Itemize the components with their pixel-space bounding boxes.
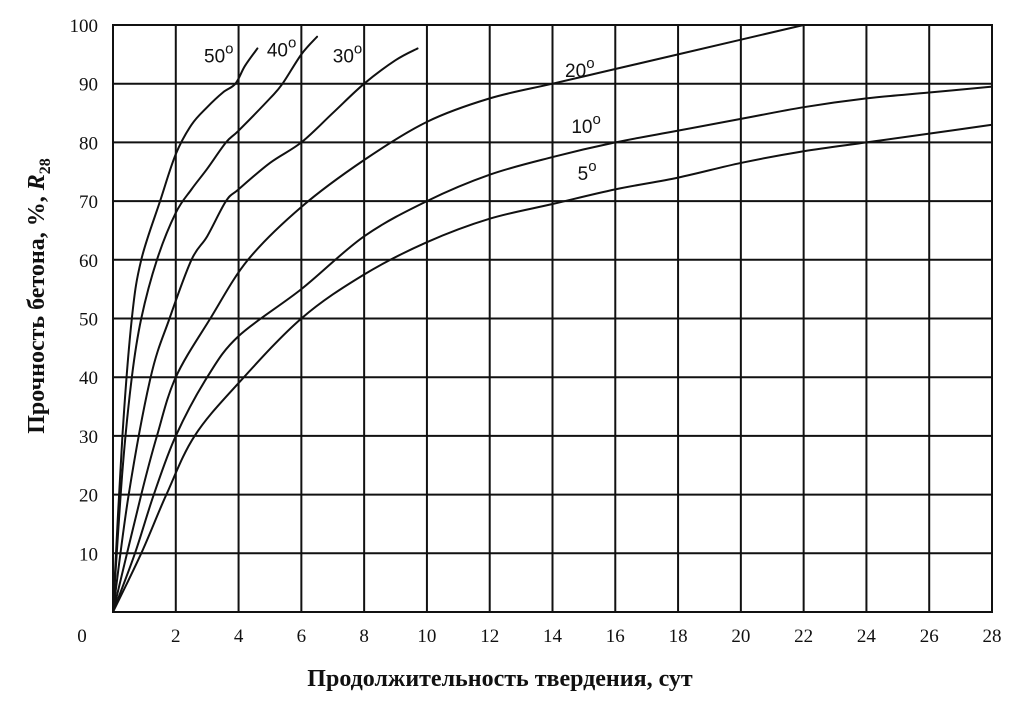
series-label-value: 5 bbox=[578, 164, 589, 185]
y-axis-title-symbol: R bbox=[24, 174, 50, 191]
y-tick-label: 50 bbox=[79, 310, 98, 331]
x-tick-label: 4 bbox=[234, 626, 244, 647]
degree-icon: o bbox=[592, 111, 600, 128]
curve-30-deg bbox=[112, 47, 419, 613]
x-tick-label: 16 bbox=[606, 626, 625, 647]
y-tick-label: 30 bbox=[79, 427, 98, 448]
series-label-value: 50 bbox=[204, 46, 225, 67]
y-axis-title-subscript: 28 bbox=[37, 158, 54, 174]
series-label-20-deg: 20o bbox=[565, 55, 594, 82]
y-axis-ticks: 10 20 30 40 50 60 70 80 90 100 bbox=[70, 16, 99, 565]
degree-icon: o bbox=[354, 40, 362, 57]
x-tick-label: 24 bbox=[857, 626, 877, 647]
x-tick-label: 18 bbox=[669, 626, 688, 647]
x-axis-title: Продолжительность твердения, сут bbox=[307, 666, 693, 692]
curve-10-deg bbox=[112, 85, 993, 613]
x-tick-label: 12 bbox=[480, 626, 499, 647]
series-label-value: 40 bbox=[267, 40, 288, 61]
series-label-value: 20 bbox=[565, 61, 586, 82]
y-tick-label: 80 bbox=[79, 133, 98, 154]
y-tick-label: 70 bbox=[79, 192, 98, 213]
y-tick-label: 100 bbox=[70, 16, 99, 37]
plot-frame bbox=[112, 24, 993, 613]
degree-icon: o bbox=[586, 55, 594, 72]
x-tick-label: 14 bbox=[543, 626, 563, 647]
degree-icon: o bbox=[288, 34, 296, 51]
x-tick-label: 22 bbox=[794, 626, 813, 647]
x-tick-label: 0 bbox=[77, 626, 87, 647]
x-tick-label: 8 bbox=[359, 626, 369, 647]
series-label-40-deg: 40o bbox=[267, 34, 296, 61]
y-tick-label: 10 bbox=[79, 544, 98, 565]
y-axis-title-prefix: Прочность бетона, %, bbox=[24, 190, 50, 434]
grid bbox=[113, 25, 992, 612]
x-axis-ticks: 0 2 4 6 8 10 12 14 16 18 20 22 24 26 28 bbox=[77, 626, 1001, 647]
y-tick-label: 40 bbox=[79, 368, 98, 389]
series-label-5-deg: 5o bbox=[578, 158, 597, 185]
x-tick-label: 6 bbox=[297, 626, 307, 647]
series-label-10-deg: 10o bbox=[571, 111, 600, 138]
curves bbox=[112, 24, 993, 613]
curve-50-deg bbox=[112, 47, 259, 613]
degree-icon: o bbox=[225, 40, 233, 57]
x-tick-label: 28 bbox=[983, 626, 1002, 647]
curve-5-deg bbox=[112, 123, 993, 613]
y-tick-label: 60 bbox=[79, 251, 98, 272]
series-label-value: 10 bbox=[571, 117, 592, 138]
x-tick-label: 10 bbox=[417, 626, 436, 647]
series-label-30-deg: 30o bbox=[333, 40, 362, 67]
x-tick-label: 2 bbox=[171, 626, 181, 647]
y-tick-label: 20 bbox=[79, 486, 98, 507]
series-label-50-deg: 50o bbox=[204, 40, 233, 67]
curve-20-deg bbox=[112, 24, 805, 613]
curve-40-deg bbox=[112, 35, 319, 613]
series-label-value: 30 bbox=[333, 46, 354, 67]
y-tick-label: 90 bbox=[79, 75, 98, 96]
x-tick-label: 26 bbox=[920, 626, 939, 647]
y-axis-title: Прочность бетона, %, R28 bbox=[24, 158, 54, 434]
x-tick-label: 20 bbox=[731, 626, 750, 647]
degree-icon: o bbox=[588, 158, 596, 175]
